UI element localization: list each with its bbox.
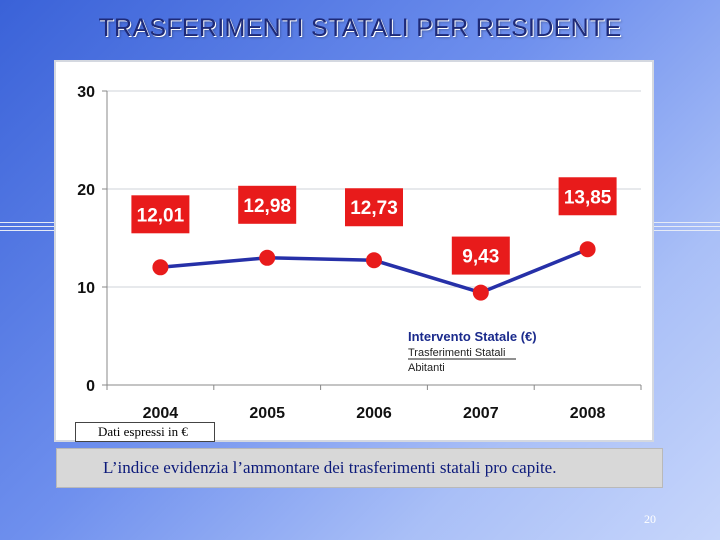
data-label: 9,43 [462,247,499,268]
x-tick-label: 2004 [143,405,179,422]
legend-title: Intervento Statale (€) [408,329,537,344]
data-label-box [238,185,297,224]
data-point [579,241,596,258]
chart-frame [54,60,654,442]
x-tick-label: 2008 [570,405,606,422]
data-label: 12,73 [350,198,398,219]
data-label-box [558,177,617,216]
x-tick-label: 2006 [356,405,392,422]
y-tick-label: 0 [86,378,95,395]
y-tick-label: 10 [77,280,95,297]
y-tick-label: 30 [77,84,95,101]
y-tick-label: 20 [77,182,95,199]
left-decorative-lines [0,222,54,234]
data-label: 13,85 [564,187,612,208]
chart-legend: Intervento Statale (€) Trasferimenti Sta… [408,329,537,374]
legend-denominator: Abitanti [408,362,445,374]
units-note: Dati espressi in € [75,422,215,442]
data-label: 12,98 [243,196,291,217]
data-label-box [131,195,190,234]
data-label-box [451,236,510,275]
slide-title: TRASFERIMENTI STATALI PER RESIDENTE [98,14,622,42]
data-point [259,249,276,266]
right-decorative-lines [654,222,720,234]
caption-text: L’indice evidenzia l’ammontare dei trasf… [56,448,663,488]
data-point [366,252,382,269]
legend-numerator: Trasferimenti Statali [408,347,505,359]
page-number: 20 [644,512,656,526]
data-point [472,284,489,301]
x-tick-label: 2007 [463,405,499,422]
x-tick-label: 2005 [249,405,285,422]
data-point [152,259,169,276]
data-label: 12,01 [137,205,185,226]
data-label-box [345,188,403,227]
